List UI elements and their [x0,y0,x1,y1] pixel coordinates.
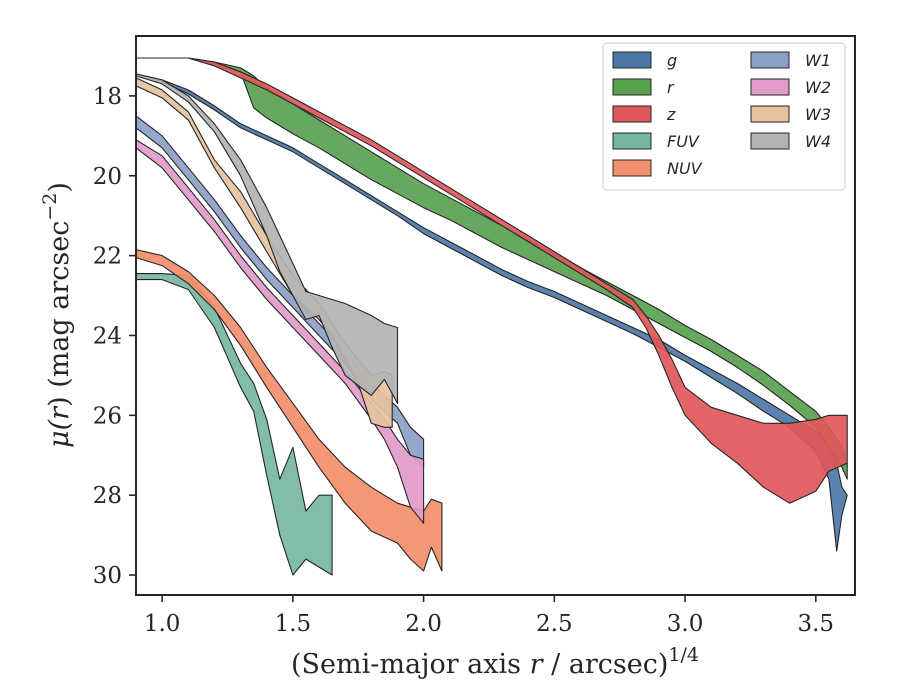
y-tick-label: 22 [93,244,122,270]
legend-swatch-w3 [750,105,790,123]
series-band-g [135,73,848,552]
legend-swatch-fuv [612,132,652,150]
legend-label-g: g [667,51,677,70]
legend-swatch-z [612,105,652,123]
series-band-r [135,57,848,480]
axes-frame [135,35,856,596]
y-tick-label: 18 [93,84,122,110]
series-band-w2 [135,139,425,524]
legend-label-w3: W3 [805,105,831,124]
legend-swatch-w1 [750,51,790,69]
x-tick-label: 3.5 [797,611,834,637]
y-tick-label: 26 [93,403,122,429]
legend-label-w2: W2 [805,78,831,97]
x-tick-label: 3.0 [667,611,704,637]
legend-swatch-w2 [750,78,790,96]
series-band-fuv [135,273,333,576]
legend-label-w1: W1 [805,51,831,70]
y-tick-label: 28 [93,483,122,509]
legend-label-nuv: NUV [667,159,703,178]
y-tick-label: 20 [93,164,122,190]
legend-swatch-w4 [750,132,790,150]
legend-label-z: z [666,105,676,124]
legend-swatch-r [612,78,652,96]
legend-label-fuv: FUV [667,132,700,151]
series-band-z [135,57,848,504]
x-tick-label: 2.5 [536,611,573,637]
y-tick-label: 30 [93,563,122,589]
y-axis-label: μ(r) (mag arcsec−2) [39,182,75,448]
x-tick-label: 1.0 [144,611,181,637]
x-axis-ticks: 1.0 1.5 2.0 2.5 3.0 3.5 [144,595,834,637]
y-axis-ticks: 18 20 22 24 26 28 30 [93,84,136,589]
y-tick-label: 24 [93,323,122,349]
plot-area [135,57,848,576]
legend-label-w4: W4 [805,132,831,151]
series-band-nuv [135,249,443,572]
legend-swatch-nuv [612,159,652,177]
x-axis-label: (Semi-major axis r / arcsec)1/4 [291,644,699,680]
series-band-w4 [135,73,399,404]
x-tick-label: 2.0 [405,611,442,637]
legend: grz FUV NUV W1 W2 W3 W4 [602,42,846,191]
legend-label-r: r [667,78,675,97]
x-tick-label: 1.5 [275,611,312,637]
legend-swatch-g [612,51,652,69]
